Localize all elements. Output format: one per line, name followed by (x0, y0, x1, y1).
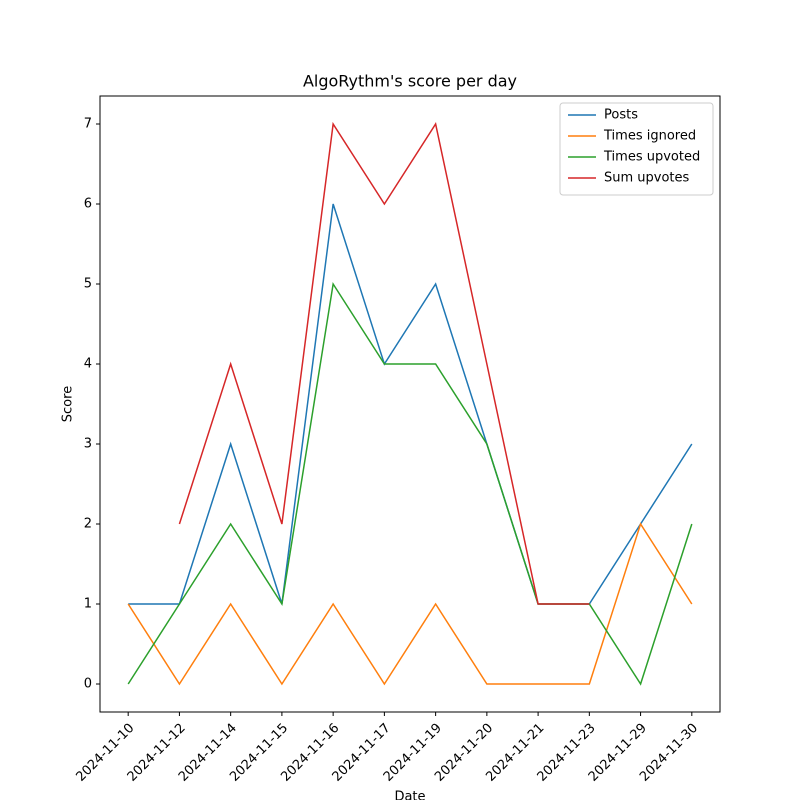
y-tick-label: 3 (84, 437, 92, 452)
legend-box (559, 102, 714, 196)
legend-label: Posts (604, 108, 638, 123)
line-series (128, 203, 693, 605)
x-axis-label: Date (394, 790, 425, 800)
legend-label: Times ignored (603, 129, 696, 144)
chart-title: AlgoRythm's score per day (303, 72, 517, 91)
y-tick-label: 6 (84, 197, 92, 212)
legend-label: Times upvoted (603, 150, 700, 165)
y-tick-label: 1 (84, 597, 92, 612)
y-axis-label: Score (61, 386, 76, 422)
y-tick-label: 4 (84, 357, 92, 372)
line-series (127, 281, 693, 686)
y-tick-label: 7 (84, 117, 92, 132)
y-tick-label: 5 (84, 277, 92, 292)
legend-label: Sum upvotes (604, 171, 690, 186)
y-tick-label: 2 (84, 517, 92, 532)
y-tick-label: 0 (84, 677, 92, 692)
line-series (178, 121, 590, 605)
line-series (127, 522, 693, 686)
plot-frame (99, 95, 721, 713)
